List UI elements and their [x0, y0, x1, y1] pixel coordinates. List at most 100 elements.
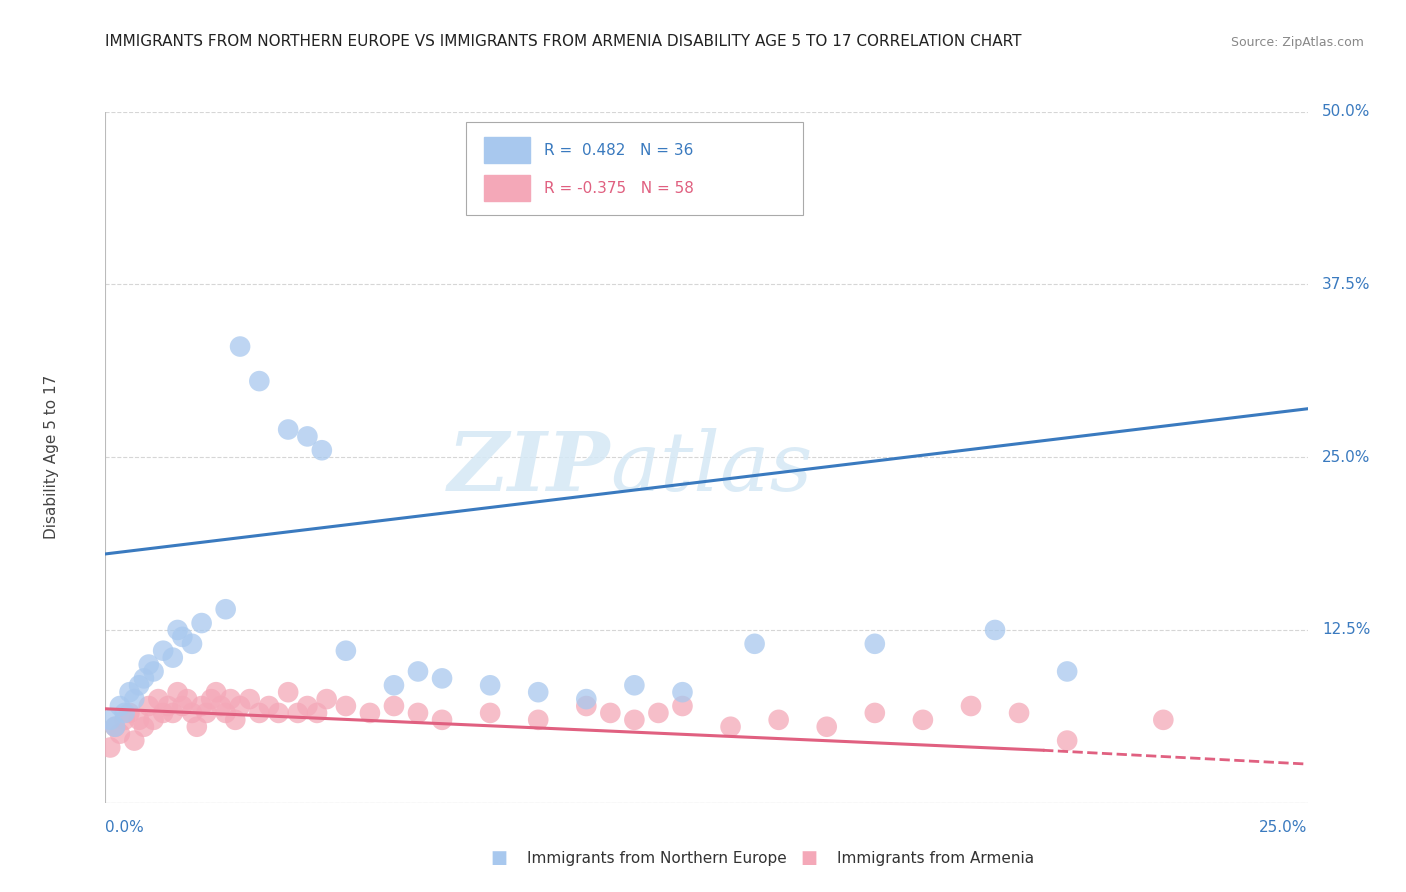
- Text: R = -0.375   N = 58: R = -0.375 N = 58: [544, 181, 695, 195]
- Point: [671, 699, 693, 714]
- Text: 25.0%: 25.0%: [1260, 820, 1308, 835]
- Point: [176, 692, 198, 706]
- Text: 0.0%: 0.0%: [105, 820, 145, 835]
- Text: Source: ZipAtlas.com: Source: ZipAtlas.com: [1230, 36, 1364, 49]
- Point: [863, 637, 886, 651]
- Point: [209, 699, 232, 714]
- Text: atlas: atlas: [610, 427, 813, 508]
- Point: [142, 713, 165, 727]
- Point: [148, 692, 170, 706]
- Point: [124, 733, 146, 747]
- Point: [108, 699, 131, 714]
- Point: [229, 699, 252, 714]
- Point: [768, 713, 790, 727]
- Point: [297, 429, 319, 443]
- Point: [200, 692, 222, 706]
- Point: [257, 699, 280, 714]
- Point: [575, 692, 598, 706]
- Text: Disability Age 5 to 17: Disability Age 5 to 17: [44, 375, 59, 540]
- Point: [118, 685, 141, 699]
- Point: [315, 692, 337, 706]
- Point: [156, 699, 179, 714]
- Point: [132, 720, 155, 734]
- Point: [744, 637, 766, 651]
- Point: [527, 685, 550, 699]
- Point: [190, 615, 212, 630]
- Point: [335, 644, 357, 658]
- Point: [720, 720, 742, 734]
- Point: [98, 740, 121, 755]
- Point: [247, 706, 270, 720]
- Point: [152, 706, 174, 720]
- Point: [98, 713, 121, 727]
- Point: [181, 706, 204, 720]
- Text: 37.5%: 37.5%: [1322, 277, 1371, 292]
- Point: [128, 678, 150, 692]
- Point: [527, 713, 550, 727]
- Point: [1008, 706, 1031, 720]
- Point: [430, 671, 453, 685]
- Point: [229, 340, 252, 354]
- Point: [1056, 733, 1078, 747]
- Bar: [484, 137, 530, 163]
- Point: [108, 726, 131, 740]
- Point: [239, 692, 262, 706]
- Text: IMMIGRANTS FROM NORTHERN EUROPE VS IMMIGRANTS FROM ARMENIA DISABILITY AGE 5 TO 1: IMMIGRANTS FROM NORTHERN EUROPE VS IMMIG…: [105, 34, 1022, 49]
- Point: [311, 443, 333, 458]
- Bar: [484, 175, 530, 202]
- Point: [277, 423, 299, 437]
- Point: [305, 706, 328, 720]
- Text: ZIP: ZIP: [447, 427, 610, 508]
- Point: [162, 706, 184, 720]
- Point: [287, 706, 309, 720]
- Point: [277, 685, 299, 699]
- Point: [138, 657, 160, 672]
- Point: [671, 685, 693, 699]
- Point: [190, 699, 212, 714]
- Point: [162, 650, 184, 665]
- Point: [214, 602, 236, 616]
- Point: [479, 706, 502, 720]
- Text: 50.0%: 50.0%: [1322, 104, 1371, 119]
- Point: [214, 706, 236, 720]
- Point: [647, 706, 669, 720]
- Text: Immigrants from Northern Europe: Immigrants from Northern Europe: [527, 851, 787, 865]
- Point: [114, 713, 136, 727]
- Point: [911, 713, 934, 727]
- Point: [152, 644, 174, 658]
- Text: ■: ■: [491, 849, 508, 867]
- Point: [132, 671, 155, 685]
- Point: [186, 720, 208, 734]
- Point: [430, 713, 453, 727]
- Point: [479, 678, 502, 692]
- Point: [599, 706, 621, 720]
- Text: Immigrants from Armenia: Immigrants from Armenia: [837, 851, 1033, 865]
- Text: 12.5%: 12.5%: [1322, 623, 1371, 638]
- Point: [623, 713, 645, 727]
- Point: [406, 665, 429, 679]
- Point: [138, 699, 160, 714]
- Point: [335, 699, 357, 714]
- Point: [118, 706, 141, 720]
- Point: [172, 630, 194, 644]
- Point: [128, 713, 150, 727]
- Point: [195, 706, 218, 720]
- Point: [104, 720, 127, 734]
- Point: [1056, 665, 1078, 679]
- Text: R =  0.482   N = 36: R = 0.482 N = 36: [544, 143, 693, 158]
- Point: [166, 623, 188, 637]
- Point: [114, 706, 136, 720]
- Point: [406, 706, 429, 720]
- FancyBboxPatch shape: [465, 122, 803, 215]
- Point: [219, 692, 242, 706]
- Point: [382, 678, 405, 692]
- Point: [359, 706, 381, 720]
- Point: [104, 720, 127, 734]
- Point: [205, 685, 228, 699]
- Point: [124, 692, 146, 706]
- Point: [142, 665, 165, 679]
- Point: [984, 623, 1007, 637]
- Text: 25.0%: 25.0%: [1322, 450, 1371, 465]
- Point: [1152, 713, 1174, 727]
- Point: [247, 374, 270, 388]
